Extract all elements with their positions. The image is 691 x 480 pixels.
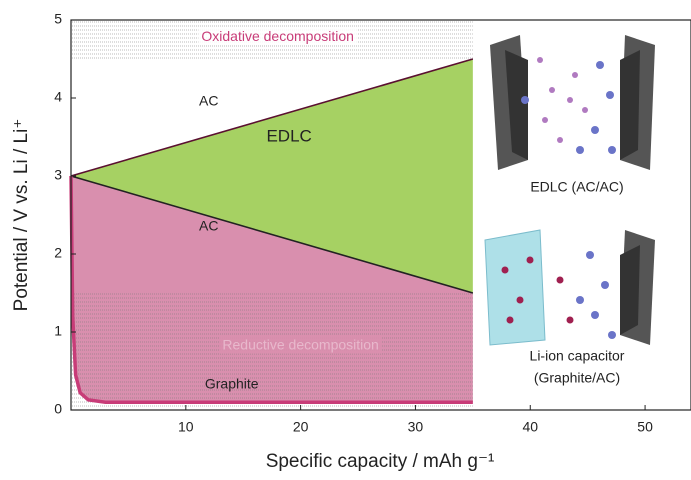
x-tick-label: 20 [293, 419, 309, 435]
y-tick-label: 1 [54, 323, 62, 339]
annotation: Oxidative decomposition [201, 28, 354, 44]
y-tick-label: 2 [54, 245, 62, 261]
illustration-label: Li-ion capacitor [530, 348, 625, 364]
illustration-label: (Graphite/AC) [534, 370, 620, 386]
x-axis-label: Specific capacity / mAh g⁻¹ [266, 451, 495, 472]
annotation: EDLC [266, 126, 311, 145]
illustration-label: EDLC (AC/AC) [530, 179, 623, 195]
annotation: AC [199, 217, 218, 233]
y-tick-label: 0 [54, 401, 62, 417]
y-tick-label: 3 [54, 167, 62, 183]
annotation: AC [199, 93, 218, 109]
x-tick-label: 10 [178, 419, 194, 435]
annotation: Reductive decomposition [222, 337, 378, 353]
x-tick-label: 30 [408, 419, 424, 435]
y-tick-label: 5 [54, 11, 62, 27]
chart: 0 1 2 3 4 5 10 20 30 40 50 Oxidative decomposition R… [0, 0, 691, 475]
x-tick-label: 50 [637, 419, 653, 435]
edlc-illustration [490, 35, 655, 170]
lic-illustration [485, 230, 655, 345]
y-tick-label: 4 [54, 89, 62, 105]
x-tick-label: 40 [522, 419, 538, 435]
y-axis-label: Potential / V vs. Li / Li⁺ [11, 119, 32, 312]
annotation: Graphite [205, 376, 259, 392]
